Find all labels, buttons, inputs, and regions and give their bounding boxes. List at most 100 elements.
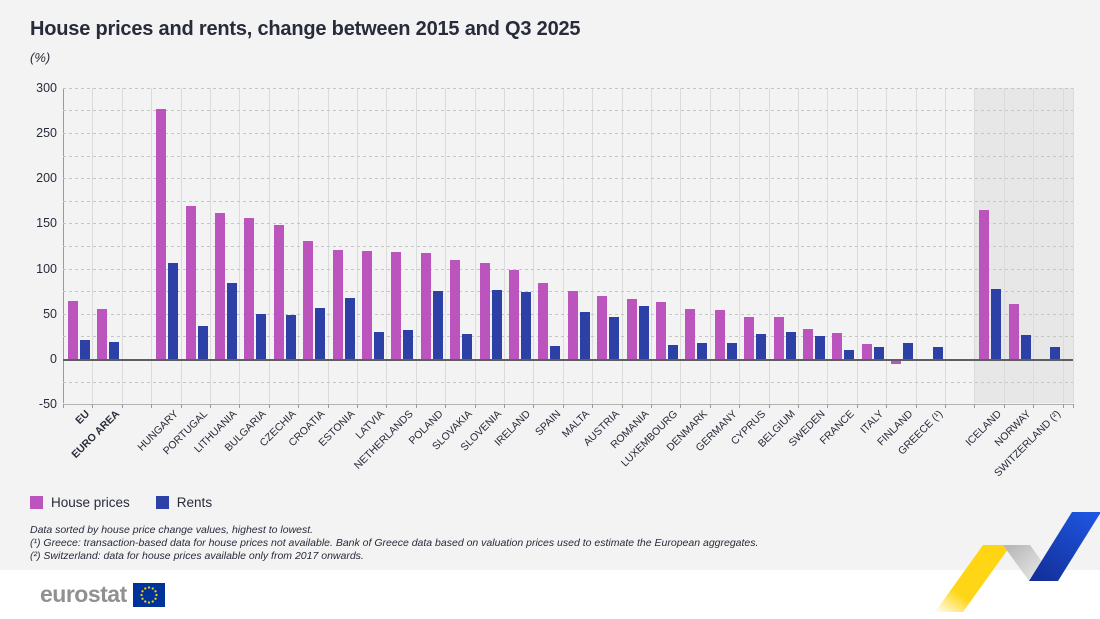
group-separator-line <box>416 87 417 404</box>
group-separator-line <box>357 87 358 404</box>
group-separator-line <box>680 87 681 404</box>
group-separator-line <box>1033 87 1034 404</box>
bar-rents-lithuania <box>227 283 237 359</box>
bar-house-prices-sweden <box>803 329 813 359</box>
bar-rents-czechia <box>286 314 296 359</box>
y-axis-line <box>63 87 64 404</box>
x-axis-tick <box>769 403 770 408</box>
gridline-200 <box>63 178 1073 180</box>
legend-label-rents: Rents <box>176 495 213 510</box>
y-tick-label-100: 100 <box>36 261 57 276</box>
group-separator-line <box>239 87 240 404</box>
x-axis-tick <box>269 403 270 408</box>
bar-house-prices-france <box>832 332 842 359</box>
bar-house-prices-euro-area <box>97 309 107 359</box>
x-axis-tick <box>886 403 887 408</box>
footnotes: Data sorted by house price change values… <box>30 524 758 563</box>
x-axis-tick <box>798 403 799 408</box>
bar-rents-malta <box>580 312 590 359</box>
bar-house-prices-spain <box>538 283 548 359</box>
x-category-label-eu: EU <box>73 408 93 427</box>
group-separator-line <box>181 87 182 404</box>
group-separator-line <box>475 87 476 404</box>
x-axis-tick <box>563 403 564 408</box>
group-separator-line <box>886 87 887 404</box>
group-separator-line <box>857 87 858 404</box>
bar-rents-bulgaria <box>256 313 266 359</box>
x-axis-tick <box>181 403 182 408</box>
y-tick-label-200: 200 <box>36 171 57 186</box>
x-axis-tick <box>1073 403 1074 408</box>
house-prices-swatch <box>30 496 43 509</box>
bar-house-prices-romania <box>627 299 637 359</box>
bar-house-prices-portugal <box>186 206 196 359</box>
gridline-100 <box>63 268 1073 270</box>
x-axis-tick <box>63 403 64 408</box>
group-separator-line <box>504 87 505 404</box>
group-separator-line <box>533 87 534 404</box>
footnote-greece: (¹) Greece: transaction-based data for h… <box>30 537 759 549</box>
bar-rents-slovenia <box>492 290 502 359</box>
bar-house-prices-netherlands <box>391 252 401 359</box>
x-axis-tick <box>916 403 917 408</box>
bar-house-prices-latvia <box>362 250 372 359</box>
bar-rents-portugal <box>198 326 208 359</box>
x-category-label-spain: SPAIN <box>532 408 563 439</box>
group-separator-line <box>122 87 123 404</box>
x-axis-tick <box>92 403 93 408</box>
bar-rents-germany <box>727 342 737 359</box>
bar-rents-slovakia <box>462 333 472 359</box>
bar-rents-estonia <box>345 297 355 359</box>
x-axis-tick <box>974 403 975 408</box>
x-axis-tick <box>298 403 299 408</box>
bar-house-prices-slovenia <box>480 263 490 359</box>
bar-rents-norway <box>1021 334 1031 359</box>
y-tick-label-150: 150 <box>36 216 57 231</box>
chart-legend: House prices Rents <box>30 495 212 510</box>
bar-rents-austria <box>609 316 619 359</box>
bar-house-prices-ireland <box>509 269 519 359</box>
group-separator-line <box>445 87 446 404</box>
x-axis-tick <box>475 403 476 408</box>
bar-rents-romania <box>639 305 649 359</box>
bar-rents-sweden <box>815 335 825 359</box>
bar-rents-france <box>844 350 854 359</box>
x-axis-tick <box>680 403 681 408</box>
group-separator-line <box>1004 87 1005 404</box>
bar-rents-italy <box>874 347 884 359</box>
bar-rents-switzerland <box>1050 347 1060 359</box>
group-separator-line <box>92 87 93 404</box>
bar-house-prices-eu <box>68 301 78 359</box>
x-axis-tick <box>651 403 652 408</box>
x-axis-tick <box>504 403 505 408</box>
x-axis-tick <box>827 403 828 408</box>
bar-house-prices-cyprus <box>744 316 754 359</box>
group-separator-line <box>328 87 329 404</box>
bar-rents-euro-area <box>109 341 119 359</box>
legend-item-house-prices: House prices <box>30 495 130 510</box>
bar-house-prices-malta <box>568 291 578 359</box>
x-axis-tick <box>533 403 534 408</box>
plot-right-edge <box>1073 87 1074 404</box>
group-separator-line <box>945 87 946 404</box>
gridline-250 <box>63 132 1073 134</box>
x-axis-tick <box>945 403 946 408</box>
y-tick-label--50: -50 <box>38 397 57 412</box>
x-axis-tick <box>151 403 152 408</box>
bar-rents-eu <box>80 340 90 359</box>
footnote-sort-order: Data sorted by house price change values… <box>30 524 314 536</box>
bar-house-prices-belgium <box>774 317 784 359</box>
plot-bottom-border <box>63 403 1073 405</box>
bar-rents-croatia <box>315 308 325 359</box>
x-axis-tick <box>210 403 211 408</box>
bar-rents-poland <box>433 291 443 359</box>
gridline-150 <box>63 223 1073 225</box>
x-axis-tick <box>710 403 711 408</box>
group-separator-line <box>1063 87 1064 404</box>
bar-house-prices-austria <box>597 295 607 359</box>
y-tick-label-300: 300 <box>36 80 57 95</box>
bar-rents-ireland <box>521 292 531 359</box>
gridline-225 <box>63 155 1073 157</box>
